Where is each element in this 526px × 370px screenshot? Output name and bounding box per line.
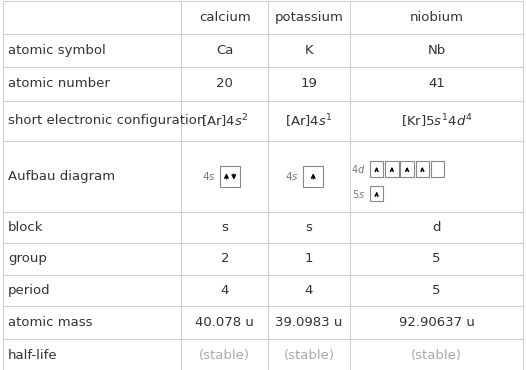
Bar: [350, 306, 523, 339]
Bar: [181, 1, 268, 34]
Bar: [350, 1, 523, 34]
Bar: [350, 212, 523, 243]
Text: $5s$: $5s$: [352, 188, 366, 199]
Text: [Kr]5$s^1$4$d^4$: [Kr]5$s^1$4$d^4$: [401, 112, 472, 130]
Text: 41: 41: [428, 77, 445, 91]
Bar: [181, 212, 268, 243]
Text: potassium: potassium: [275, 11, 343, 24]
Text: Aufbau diagram: Aufbau diagram: [8, 170, 115, 183]
Text: 5: 5: [432, 284, 441, 297]
Text: [Ar]4$s^2$: [Ar]4$s^2$: [201, 112, 249, 130]
Text: (stable): (stable): [199, 349, 250, 361]
Text: block: block: [8, 221, 43, 234]
Bar: [350, 275, 523, 306]
Bar: [3, 101, 181, 141]
Text: 4: 4: [305, 284, 313, 297]
Bar: [181, 306, 268, 339]
Bar: [220, 166, 240, 186]
Bar: [3, 243, 181, 275]
Text: short electronic configuration: short electronic configuration: [8, 114, 205, 128]
Text: $4s$: $4s$: [202, 171, 216, 182]
Text: $4s$: $4s$: [285, 171, 299, 182]
Bar: [268, 101, 350, 141]
Text: [Ar]4$s^1$: [Ar]4$s^1$: [285, 112, 333, 130]
Bar: [181, 101, 268, 141]
Text: 2: 2: [220, 252, 229, 265]
Bar: [350, 141, 523, 212]
Bar: [181, 243, 268, 275]
Bar: [350, 34, 523, 67]
Bar: [370, 186, 383, 201]
Text: atomic symbol: atomic symbol: [8, 44, 106, 57]
Text: 5: 5: [432, 252, 441, 265]
Bar: [3, 212, 181, 243]
Text: K: K: [305, 44, 313, 57]
Bar: [181, 275, 268, 306]
Text: (stable): (stable): [411, 349, 462, 361]
Text: half-life: half-life: [8, 349, 57, 361]
Text: s: s: [306, 221, 312, 234]
Bar: [3, 1, 181, 34]
Bar: [181, 339, 268, 370]
Bar: [385, 161, 399, 176]
Bar: [268, 1, 350, 34]
Bar: [416, 161, 429, 176]
Bar: [350, 101, 523, 141]
Text: d: d: [432, 221, 441, 234]
Text: 92.90637 u: 92.90637 u: [399, 316, 474, 329]
Bar: [268, 306, 350, 339]
Text: Nb: Nb: [428, 44, 446, 57]
Bar: [303, 166, 323, 186]
Text: 20: 20: [216, 77, 234, 91]
Bar: [268, 67, 350, 101]
Bar: [350, 67, 523, 101]
Bar: [350, 339, 523, 370]
Text: group: group: [8, 252, 47, 265]
Text: atomic number: atomic number: [8, 77, 110, 91]
Text: $4d$: $4d$: [351, 163, 366, 175]
Bar: [181, 67, 268, 101]
Bar: [268, 275, 350, 306]
Bar: [268, 243, 350, 275]
Bar: [268, 339, 350, 370]
Text: 4: 4: [221, 284, 229, 297]
Bar: [268, 212, 350, 243]
Text: niobium: niobium: [410, 11, 463, 24]
Text: 1: 1: [305, 252, 313, 265]
Text: 39.0983 u: 39.0983 u: [275, 316, 343, 329]
Text: calcium: calcium: [199, 11, 251, 24]
Bar: [3, 34, 181, 67]
Text: s: s: [221, 221, 228, 234]
Text: period: period: [8, 284, 50, 297]
Bar: [268, 141, 350, 212]
Bar: [431, 161, 444, 176]
Text: Ca: Ca: [216, 44, 234, 57]
Text: (stable): (stable): [284, 349, 335, 361]
Bar: [3, 306, 181, 339]
Bar: [350, 243, 523, 275]
Bar: [268, 34, 350, 67]
Bar: [3, 141, 181, 212]
Bar: [400, 161, 414, 176]
Bar: [370, 161, 383, 176]
Text: atomic mass: atomic mass: [8, 316, 93, 329]
Text: 40.078 u: 40.078 u: [196, 316, 254, 329]
Text: 19: 19: [300, 77, 318, 91]
Bar: [181, 141, 268, 212]
Bar: [3, 67, 181, 101]
Bar: [181, 34, 268, 67]
Bar: [3, 275, 181, 306]
Bar: [3, 339, 181, 370]
